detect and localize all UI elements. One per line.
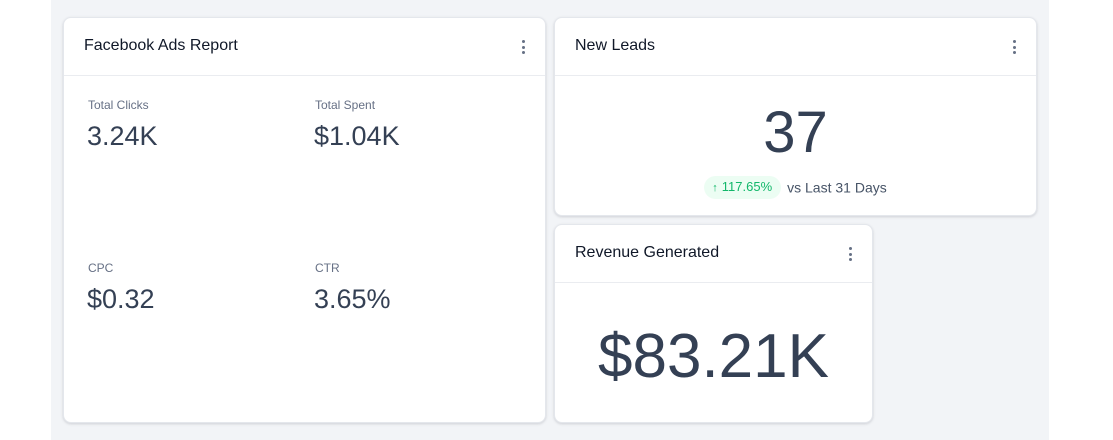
metric-value-cpc: $0.32 [87, 284, 155, 314]
revenue-generated-card: Revenue Generated $83.21K [554, 224, 873, 423]
metric-label-ctr: CTR [315, 261, 340, 275]
card-header: Facebook Ads Report [64, 18, 545, 76]
change-percent: 117.65% [721, 179, 773, 194]
revenue-value: $83.21K [598, 322, 829, 391]
more-vertical-icon[interactable] [517, 38, 529, 56]
metric-label-cpc: CPC [88, 261, 114, 275]
card-header: New Leads [555, 18, 1036, 76]
metric-label-total-clicks: Total Clicks [88, 98, 149, 112]
card-header: Revenue Generated [555, 225, 872, 283]
more-vertical-icon[interactable] [844, 245, 856, 263]
metric-value-total-spent: $1.04K [314, 121, 400, 151]
facebook-ads-report-card: Facebook Ads Report Total Clicks 3.24K T… [63, 17, 546, 423]
arrow-up-icon: ↑ [712, 182, 718, 194]
metric-value-ctr: 3.65% [314, 284, 391, 314]
metric-value-total-clicks: 3.24K [87, 121, 158, 151]
new-leads-value: 37 [763, 100, 828, 165]
card-title: Facebook Ads Report [84, 37, 238, 54]
leads-comparison: ↑ 117.65% vs Last 31 Days [555, 176, 1036, 199]
card-title: Revenue Generated [575, 244, 720, 261]
change-badge: ↑ 117.65% [704, 176, 782, 199]
new-leads-card: New Leads 37 ↑ 117.65% vs Last 31 Days [554, 17, 1037, 216]
more-vertical-icon[interactable] [1008, 38, 1020, 56]
comparison-text: vs Last 31 Days [787, 179, 887, 196]
card-title: New Leads [575, 37, 656, 54]
metric-label-total-spent: Total Spent [315, 98, 376, 112]
